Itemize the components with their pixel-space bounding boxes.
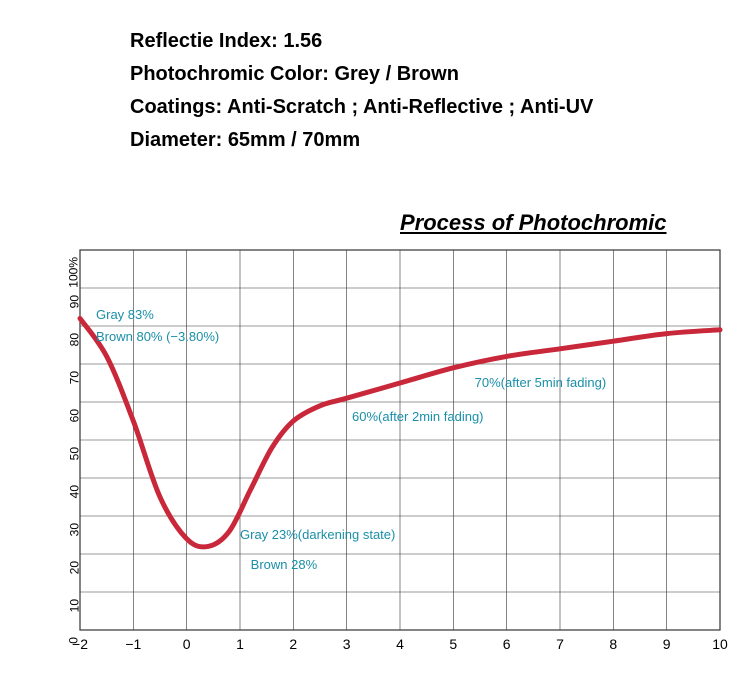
x-tick-label: 8 (609, 636, 617, 652)
x-tick-label: −2 (72, 636, 88, 652)
x-tick-label: 5 (449, 636, 457, 652)
y-tick-label: 90 (67, 295, 81, 308)
photochromic-chart: 0102030405060708090100%−2−1012345678910G… (30, 240, 730, 670)
chart-annotation: Brown 80% (−3.80%) (96, 329, 219, 344)
x-tick-label: 10 (712, 636, 728, 652)
x-tick-label: 0 (183, 636, 191, 652)
chart-annotation: Brown 28% (251, 557, 317, 572)
y-tick-label: 10 (67, 599, 81, 612)
chart-annotation: Gray 83% (96, 307, 154, 322)
x-tick-label: 1 (236, 636, 244, 652)
chart-annotation: 70%(after 5min fading) (475, 375, 607, 390)
spec-line: Diameter: 65mm / 70mm (130, 129, 593, 152)
x-tick-label: 7 (556, 636, 564, 652)
y-tick-label: 40 (67, 485, 81, 498)
spec-line: Reflectie Index: 1.56 (130, 30, 593, 53)
specs-block: Reflectie Index: 1.56 Photochromic Color… (130, 30, 593, 162)
spec-line: Coatings: Anti-Scratch ; Anti-Reflective… (130, 96, 593, 119)
y-tick-label: 80 (67, 333, 81, 346)
y-tick-label: 50 (67, 447, 81, 460)
y-tick-label: 20 (67, 561, 81, 574)
chart-title: Process of Photochromic (400, 210, 667, 236)
spec-line: Photochromic Color: Grey / Brown (130, 63, 593, 86)
chart-annotation: Gray 23%(darkening state) (240, 527, 395, 542)
x-tick-label: 4 (396, 636, 404, 652)
y-tick-label: 30 (67, 523, 81, 536)
y-tick-label: 70 (67, 371, 81, 384)
chart-svg (30, 240, 730, 670)
x-tick-label: −1 (125, 636, 141, 652)
x-tick-label: 6 (503, 636, 511, 652)
x-tick-label: 2 (289, 636, 297, 652)
x-tick-label: 9 (663, 636, 671, 652)
y-tick-label: 60 (67, 409, 81, 422)
x-tick-label: 3 (343, 636, 351, 652)
y-tick-label: 100% (67, 257, 81, 288)
chart-annotation: 60%(after 2min fading) (352, 409, 484, 424)
